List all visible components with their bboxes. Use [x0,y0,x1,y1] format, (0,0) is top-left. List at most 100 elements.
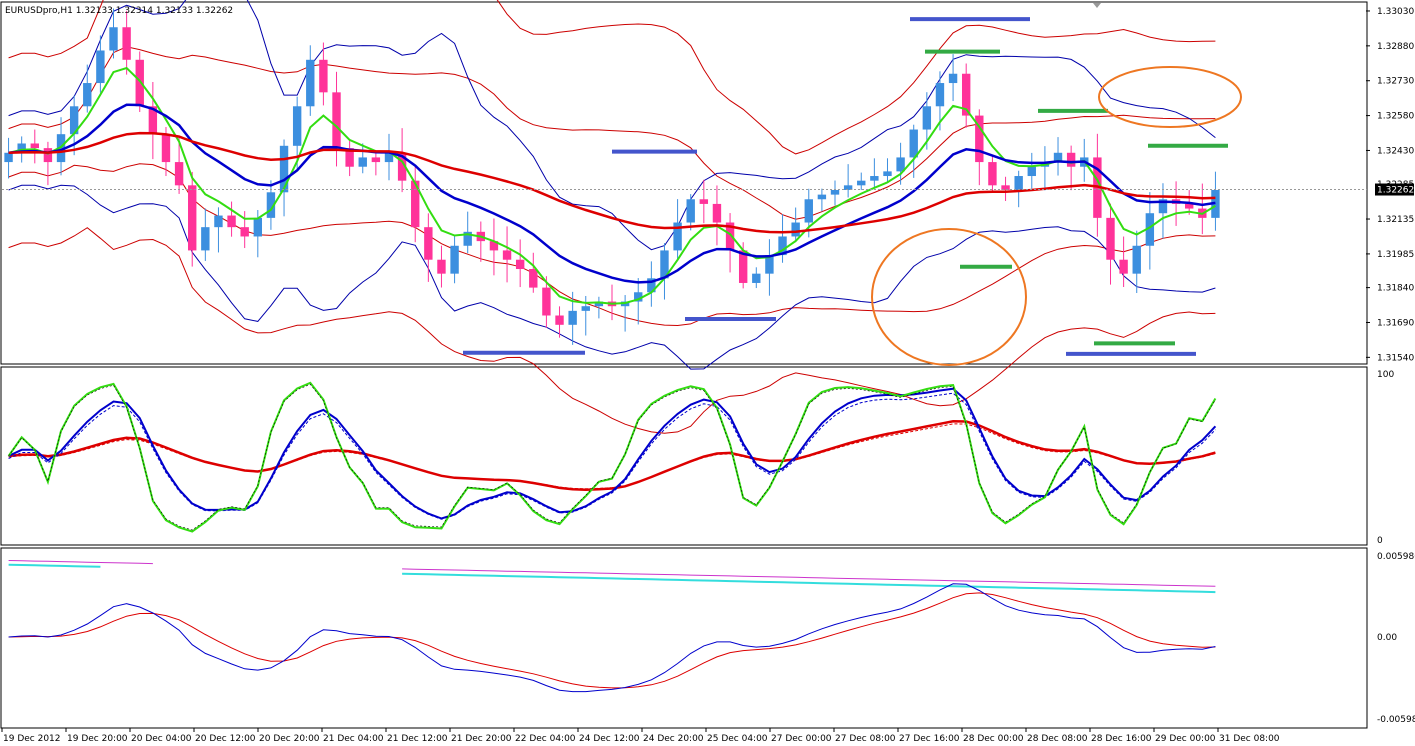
time-axis-label: 24 Dec 12:00 [579,734,640,744]
macd-axis-label: 0.005986 [1377,552,1415,562]
time-axis-label: 27 Dec 16:00 [899,734,960,744]
candle-bull [1027,166,1036,177]
candle-bull [56,134,66,163]
highlight-circle [871,228,1027,366]
candle-bull [752,273,761,283]
time-axis-label: 22 Dec 04:00 [515,734,576,744]
stochastic-panel[interactable] [0,366,1368,546]
candle-bull [96,50,105,84]
time-axis-label: 28 Dec 00:00 [963,734,1024,744]
candle-bull [1145,213,1155,246]
candle-bull [804,199,813,223]
stochastic-k-line [7,381,1217,533]
price-axis-label: 1.32730 [1377,77,1414,87]
candle-bear [515,259,525,270]
macd-axis-label: -0.005986 [1377,715,1415,725]
time-axis-label: 19 Dec 20:00 [67,734,128,744]
candle-bear [240,227,249,237]
candle-bear [319,59,328,93]
candle-bear [1001,185,1010,190]
candle-bull [4,152,13,163]
price-axis-label: 1.31690 [1377,318,1414,328]
candle-bull [266,192,276,218]
time-axis-label: 21 Dec 12:00 [387,734,448,744]
candle-bear [725,222,735,251]
candle-bear [489,241,499,251]
candle-bull [948,73,958,84]
candle-bull [463,231,472,246]
candle-bear [1119,259,1128,274]
time-axis-label: 27 Dec 00:00 [771,734,832,744]
macd-upper-magenta-line [402,568,1216,587]
macd-upper-cyan-line [8,563,101,568]
candle-bull [384,152,394,163]
macd-upper-cyan-line [402,572,1216,594]
candle-bull [1053,152,1063,163]
stochastic-k-dashed-line [8,383,1216,531]
candle-bull [647,278,656,293]
bollinger-mid-upper-line [8,46,1216,220]
candle-bear [161,134,171,163]
candle-bull [69,106,79,135]
candle-bear [227,215,236,228]
candle-bear [174,162,184,186]
candle-bear [975,115,984,163]
candle-bull [279,145,289,193]
macd-axis-label: 0.00 [1377,633,1397,643]
candle-bear [437,259,446,274]
candle-bull [883,171,892,177]
candle-bear [529,269,538,288]
candle-bull [870,176,879,181]
time-axis-label: 20 Dec 20:00 [259,734,320,744]
time-axis-label: 24 Dec 20:00 [643,734,704,744]
candle-bull [909,129,918,158]
time-axis-label: 29 Dec 00:00 [1155,734,1216,744]
candle-bull [581,306,590,311]
macd-upper-magenta-line [8,560,153,565]
price-chart-layer [2,0,1367,434]
candle-bear [188,185,197,251]
candle-bull [673,222,682,251]
candle-bull [568,310,577,325]
candle-bear [424,227,433,260]
time-axis-label: 21 Dec 04:00 [323,734,384,744]
candle-bear [542,287,551,316]
candle-bear [712,203,722,223]
candle-bull [660,250,669,279]
time-axis-label: 28 Dec 16:00 [1091,734,1152,744]
candle-bull [83,83,92,107]
price-axis-label: 1.32135 [1377,215,1414,225]
time-axis-label: 31 Dec 08:00 [1219,734,1280,744]
candle-bear [135,59,144,107]
candle-bear [961,73,971,116]
macd-layer [8,560,1216,693]
candle-bull [450,245,459,274]
scroll-marker-icon[interactable] [1093,3,1101,8]
highlight-circle [1098,66,1242,128]
time-axis-label: 28 Dec 08:00 [1027,734,1088,744]
current-price-label: 1.32262 [1377,186,1414,196]
main-price-panel[interactable] [0,1,1368,365]
candle-bear [1106,217,1115,260]
price-axis-label: 1.31985 [1377,250,1414,260]
candle-bull [791,222,800,237]
candle-bull [634,292,643,302]
time-axis-label: 20 Dec 04:00 [131,734,192,744]
stochastic-layer [7,381,1217,533]
candle-bear [345,148,354,167]
candle-bull [857,180,866,186]
candle-bear [148,106,158,135]
candle-bull [306,59,315,107]
candle-bull [214,215,223,228]
time-axis-label: 19 Dec 2012 [3,734,61,744]
bollinger-inner-upper-line [8,0,1216,251]
time-axis-label: 27 Dec 08:00 [835,734,896,744]
candle-bull [778,236,787,256]
candle-bull [253,217,263,237]
candle-bear [1066,152,1076,167]
candle-bear [988,162,997,186]
stochastic-d-line [8,387,1217,520]
price-axis-label: 1.32580 [1377,112,1414,122]
stochastic-axis-label: 0 [1377,536,1383,546]
